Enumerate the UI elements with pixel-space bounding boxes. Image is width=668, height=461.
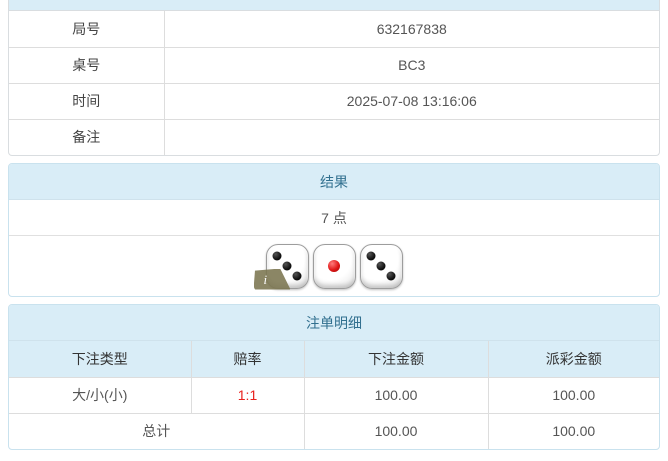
die-pip [292, 271, 302, 281]
die-1: i [253, 243, 309, 290]
die-pip [386, 271, 396, 281]
table-row-remark: 备注 [9, 118, 659, 155]
remark-value [163, 118, 659, 155]
payout-amount-value: 100.00 [487, 376, 659, 414]
table-row-round: 局号 632167838 [9, 11, 659, 48]
bet-details-title: 注单明细 [9, 305, 659, 341]
result-panel: 结果 7 点 i [8, 163, 660, 297]
time-label: 时间 [9, 82, 165, 120]
die-pip [376, 261, 386, 271]
total-bet-amount: 100.00 [303, 412, 489, 449]
round-number-value: 632167838 [163, 11, 659, 48]
bet-amount-value: 100.00 [303, 376, 489, 414]
odds-value: 1:1 [190, 376, 305, 414]
col-bet-type: 下注类型 [9, 341, 192, 378]
table-number-value: BC3 [163, 46, 659, 84]
game-info-heading [9, 0, 659, 11]
info-badge-icon[interactable]: i [253, 268, 291, 290]
table-row-time: 时间 2025-07-08 13:16:06 [9, 82, 659, 120]
die-pip [366, 251, 376, 261]
result-points: 7 点 [9, 200, 659, 236]
col-bet-amount: 下注金额 [303, 341, 489, 378]
bet-type-value: 大/小(小) [9, 376, 192, 414]
die-pip [282, 261, 292, 271]
total-payout-amount: 100.00 [487, 412, 659, 449]
bet-detail-page: 局号 632167838 桌号 BC3 时间 2025-07-08 13:16:… [8, 0, 660, 450]
time-value: 2025-07-08 13:16:06 [163, 82, 659, 120]
die-pip [328, 260, 340, 272]
bet-details-table: 下注类型 赔率 下注金额 派彩金额 大/小(小) 1:1 100.00 100.… [9, 341, 659, 449]
table-row-table: 桌号 BC3 [9, 46, 659, 84]
dice-result: i [9, 236, 659, 296]
col-odds: 赔率 [190, 341, 305, 378]
col-payout-amount: 派彩金额 [487, 341, 659, 378]
total-row: 总计 100.00 100.00 [9, 412, 659, 449]
bet-details-panel: 注单明细 下注类型 赔率 下注金额 派彩金额 大/小(小) 1:1 100.00… [8, 304, 660, 450]
bets-header-row: 下注类型 赔率 下注金额 派彩金额 [9, 341, 659, 378]
die-pip [272, 251, 282, 261]
total-label: 总计 [9, 412, 305, 449]
game-info-panel: 局号 632167838 桌号 BC3 时间 2025-07-08 13:16:… [8, 0, 660, 156]
die-2 [312, 243, 356, 289]
result-panel-title: 结果 [9, 164, 659, 200]
game-info-table: 局号 632167838 桌号 BC3 时间 2025-07-08 13:16:… [9, 11, 659, 155]
bet-row: 大/小(小) 1:1 100.00 100.00 [9, 376, 659, 414]
table-number-label: 桌号 [9, 46, 165, 84]
round-number-label: 局号 [9, 11, 165, 48]
die-3 [359, 243, 403, 289]
remark-label: 备注 [9, 118, 165, 155]
